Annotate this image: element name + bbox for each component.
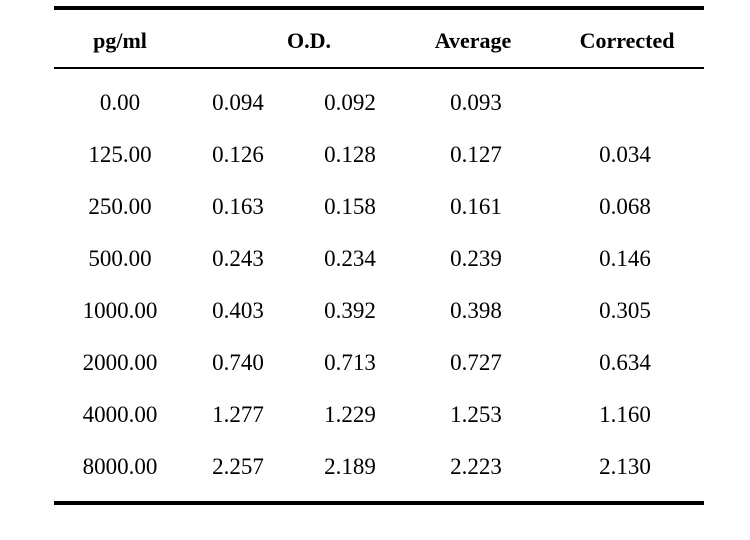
cell-average: 0.127 <box>450 142 502 167</box>
cell-corrected: 0.146 <box>599 246 651 271</box>
cell-od-1: 0.403 <box>212 298 264 323</box>
header-concentration: pg/ml <box>93 27 147 53</box>
cell-corrected: 0.305 <box>599 298 651 323</box>
cell-od-1: 1.277 <box>212 402 264 427</box>
cell-concentration: 8000.00 <box>82 454 158 479</box>
table-header-row: pg/ml O.D. Average Corrected <box>54 10 704 67</box>
cell-corrected: 2.130 <box>599 454 651 479</box>
cell-concentration: 2000.00 <box>82 350 158 375</box>
cell-concentration: 125.00 <box>88 142 152 167</box>
cell-od-2: 0.092 <box>324 90 376 115</box>
cell-concentration: 0.00 <box>99 90 141 115</box>
cell-average: 0.239 <box>450 246 502 271</box>
table-row: 250.00 0.163 0.158 0.161 0.068 <box>54 181 704 233</box>
cell-corrected: 1.160 <box>599 402 651 427</box>
cell-od-2: 2.189 <box>324 454 376 479</box>
cell-concentration: 500.00 <box>88 246 152 271</box>
table-row: 1000.00 0.403 0.392 0.398 0.305 <box>54 285 704 337</box>
cell-concentration: 250.00 <box>88 194 152 219</box>
table-top-rule <box>54 6 704 10</box>
cell-average: 2.223 <box>450 454 502 479</box>
cell-concentration: 1000.00 <box>82 298 158 323</box>
table-row: 8000.00 2.257 2.189 2.223 2.130 <box>54 441 704 493</box>
cell-concentration: 4000.00 <box>82 402 158 427</box>
table-bottom-rule <box>54 501 704 505</box>
cell-average: 0.727 <box>450 350 502 375</box>
cell-od-2: 0.392 <box>324 298 376 323</box>
table-row: 500.00 0.243 0.234 0.239 0.146 <box>54 233 704 285</box>
table-body: 0.00 0.094 0.092 0.093 125.00 0.126 0.12… <box>54 69 704 493</box>
header-od: O.D. <box>287 27 331 53</box>
table-row: 125.00 0.126 0.128 0.127 0.034 <box>54 129 704 181</box>
cell-od-1: 0.094 <box>212 90 264 115</box>
cell-od-1: 0.243 <box>212 246 264 271</box>
cell-corrected: 0.068 <box>599 194 651 219</box>
standard-curve-table: pg/ml O.D. Average Corrected 0.00 0.094 … <box>54 6 704 505</box>
cell-corrected: 0.034 <box>599 142 651 167</box>
table-row: 0.00 0.094 0.092 0.093 <box>54 77 704 129</box>
cell-od-2: 0.158 <box>324 194 376 219</box>
cell-od-1: 0.126 <box>212 142 264 167</box>
cell-average: 0.161 <box>450 194 502 219</box>
cell-average: 0.398 <box>450 298 502 323</box>
cell-od-2: 0.713 <box>324 350 376 375</box>
cell-corrected: 0.634 <box>599 350 651 375</box>
header-average: Average <box>434 27 512 53</box>
cell-od-2: 1.229 <box>324 402 376 427</box>
cell-corrected <box>585 77 665 129</box>
table-row: 4000.00 1.277 1.229 1.253 1.160 <box>54 389 704 441</box>
header-corrected: Corrected <box>579 27 675 53</box>
cell-od-1: 0.740 <box>212 350 264 375</box>
cell-od-2: 0.234 <box>324 246 376 271</box>
cell-od-2: 0.128 <box>324 142 376 167</box>
table-row: 2000.00 0.740 0.713 0.727 0.634 <box>54 337 704 389</box>
cell-od-1: 2.257 <box>212 454 264 479</box>
cell-average: 1.253 <box>450 402 502 427</box>
cell-average: 0.093 <box>450 90 502 115</box>
cell-od-1: 0.163 <box>212 194 264 219</box>
table-header-rule <box>54 67 704 69</box>
